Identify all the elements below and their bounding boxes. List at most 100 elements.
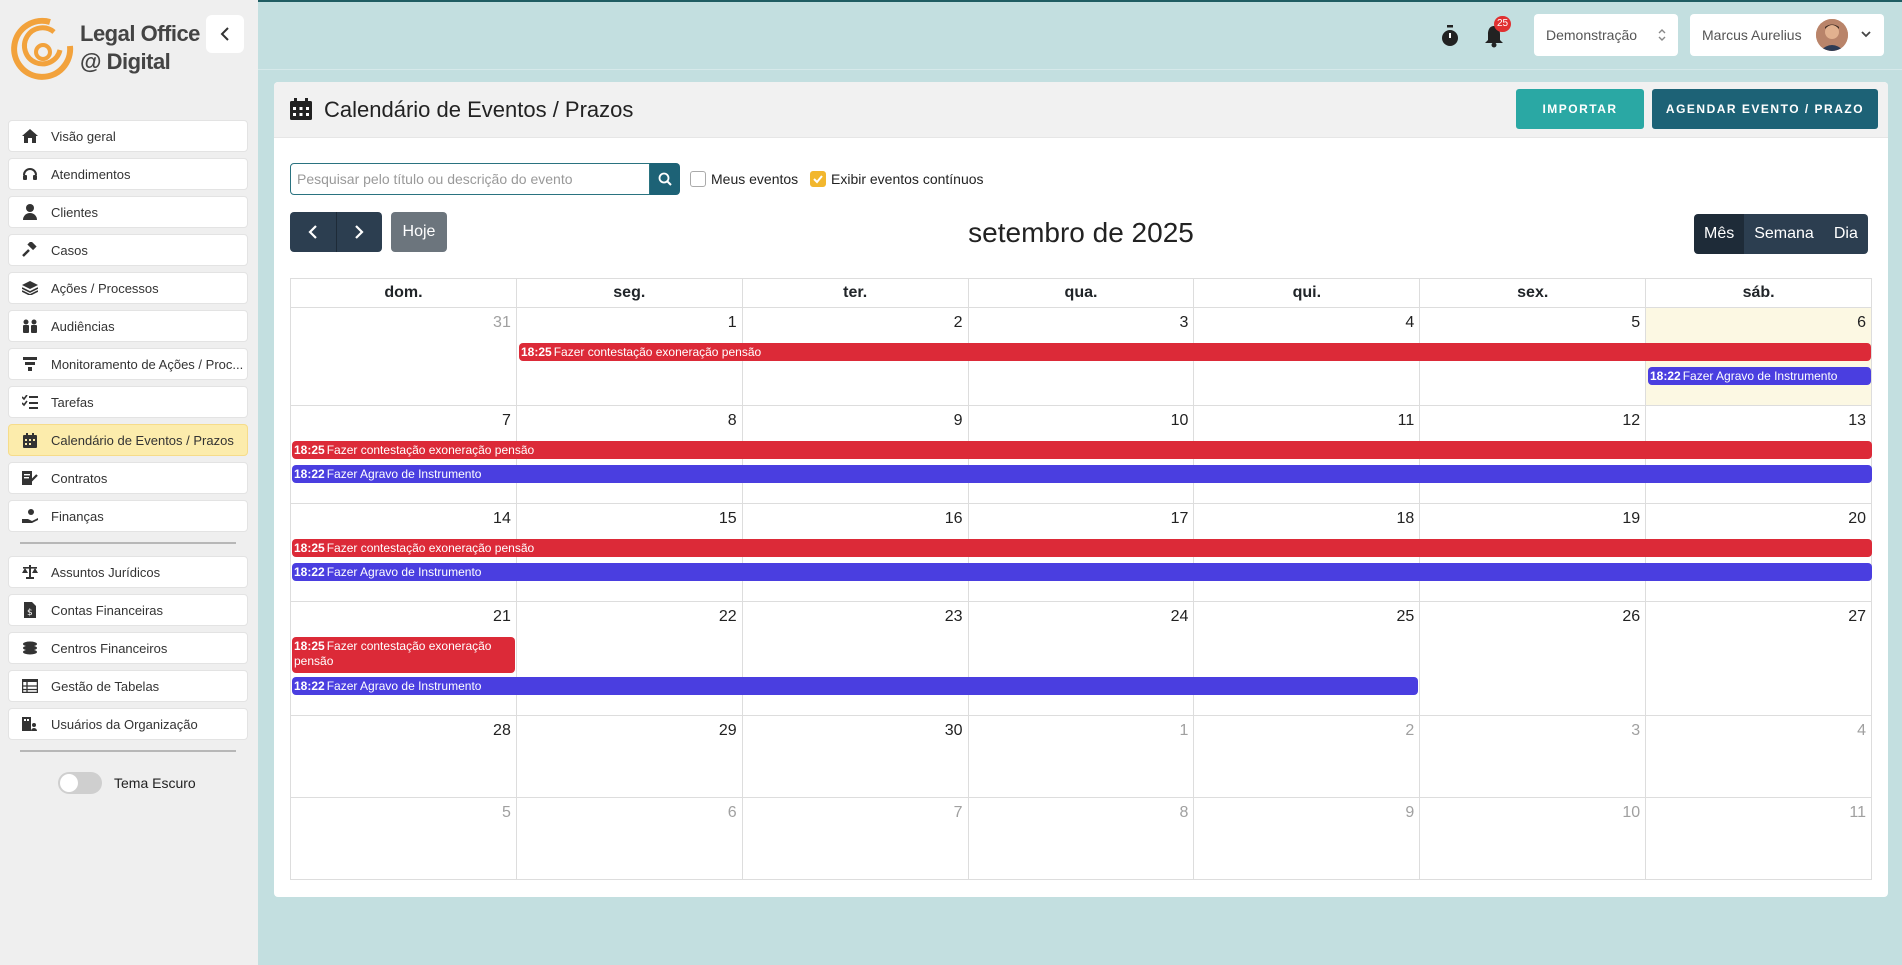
continuous-events-filter[interactable]: Exibir eventos contínuos bbox=[810, 171, 984, 187]
event-time: 18:22 bbox=[294, 467, 325, 481]
my-events-filter[interactable]: Meus eventos bbox=[690, 171, 798, 187]
weekday-label: qui. bbox=[1194, 279, 1421, 307]
sidebar-item-label: Tarefas bbox=[51, 394, 94, 410]
sidebar-item-gestao-tabelas[interactable]: Gestão de Tabelas bbox=[8, 670, 248, 702]
event-title: Fazer contestação exoneração pensão bbox=[553, 345, 762, 359]
sidebar-item-label: Calendário de Eventos / Prazos bbox=[51, 432, 234, 448]
event-bar[interactable]: 18:25 Fazer contestação exoneração pensão bbox=[292, 637, 515, 673]
calendar-day[interactable]: 4 bbox=[1646, 716, 1872, 798]
my-events-checkbox[interactable] bbox=[690, 171, 706, 187]
sidebar-item-financas[interactable]: Finanças bbox=[8, 500, 248, 532]
user-menu[interactable]: Marcus Aurelius bbox=[1690, 14, 1884, 56]
import-button[interactable]: IMPORTAR bbox=[1516, 89, 1644, 129]
search-input[interactable]: Pesquisar pelo título ou descrição do ev… bbox=[290, 163, 650, 195]
view-week-button[interactable]: Semana bbox=[1744, 214, 1824, 254]
sidebar-item-casos[interactable]: Casos bbox=[8, 234, 248, 266]
layers-icon bbox=[21, 280, 39, 296]
calendar-day[interactable]: 30 bbox=[742, 716, 969, 798]
event-bar[interactable]: 18:25 Fazer contestação exoneração pensão bbox=[519, 343, 1871, 361]
sidebar-nav: Visão geral Atendimentos Clientes Casos … bbox=[8, 120, 248, 764]
day-number: 27 bbox=[1848, 608, 1866, 625]
calendar-day[interactable]: 11 bbox=[1646, 798, 1872, 880]
calendar-day[interactable]: 27 bbox=[1646, 602, 1872, 716]
calendar-day[interactable]: 21 bbox=[291, 602, 517, 716]
collapse-sidebar-button[interactable] bbox=[206, 15, 244, 53]
event-title: Fazer Agravo de Instrumento bbox=[326, 467, 482, 481]
continuous-events-checkbox[interactable] bbox=[810, 171, 826, 187]
continuous-events-label: Exibir eventos contínuos bbox=[831, 171, 984, 187]
dark-theme-toggle[interactable]: Tema Escuro bbox=[58, 772, 196, 794]
weekday-label: seg. bbox=[517, 279, 743, 307]
day-number: 22 bbox=[718, 608, 737, 625]
gavel-icon bbox=[21, 242, 39, 258]
calendar-day[interactable]: 10 bbox=[1420, 798, 1647, 880]
calendar-day[interactable]: 9 bbox=[1194, 798, 1421, 880]
calendar-day[interactable]: 26 bbox=[1420, 602, 1647, 716]
stopwatch-icon[interactable] bbox=[1438, 24, 1462, 48]
sidebar-item-contas-financeiras[interactable]: $ Contas Financeiras bbox=[8, 594, 248, 626]
file-dollar-icon: $ bbox=[21, 602, 39, 618]
next-month-button[interactable] bbox=[337, 212, 383, 252]
sidebar-item-visao-geral[interactable]: Visão geral bbox=[8, 120, 248, 152]
search-button[interactable] bbox=[650, 163, 680, 195]
day-number: 9 bbox=[953, 412, 963, 429]
weekday-label: dom. bbox=[291, 279, 517, 307]
calendar-day[interactable]: 31 bbox=[291, 308, 517, 406]
sidebar-item-usuarios-organizacao[interactable]: Usuários da Organização bbox=[8, 708, 248, 740]
chevron-right-icon bbox=[355, 225, 364, 239]
sidebar-item-monitoramento[interactable]: Monitoramento de Ações / Proc... bbox=[8, 348, 248, 380]
view-month-button[interactable]: Mês bbox=[1694, 214, 1745, 254]
calendar-day[interactable]: 23 bbox=[742, 602, 969, 716]
calendar-day[interactable]: 25 bbox=[1194, 602, 1421, 716]
calendar-day[interactable]: 24 bbox=[968, 602, 1195, 716]
event-title: Fazer Agravo de Instrumento bbox=[326, 565, 482, 579]
organization-select[interactable]: Demonstração bbox=[1534, 14, 1678, 56]
sidebar-item-audiencias[interactable]: Audiências bbox=[8, 310, 248, 342]
prev-month-button[interactable] bbox=[290, 212, 337, 252]
day-number: 1 bbox=[727, 314, 737, 331]
svg-text:$: $ bbox=[27, 608, 33, 618]
sidebar-item-label: Contas Financeiras bbox=[51, 602, 163, 618]
day-number: 11 bbox=[1849, 804, 1866, 821]
calendar-day[interactable]: 28 bbox=[291, 716, 517, 798]
dark-theme-switch[interactable] bbox=[58, 772, 102, 794]
weekday-label: ter. bbox=[743, 279, 969, 307]
sidebar-item-centros-financeiros[interactable]: Centros Financeiros bbox=[8, 632, 248, 664]
day-number: 3 bbox=[1631, 722, 1641, 739]
sidebar-item-assuntos-juridicos[interactable]: Assuntos Jurídicos bbox=[8, 556, 248, 588]
schedule-event-button[interactable]: AGENDAR EVENTO / PRAZO bbox=[1652, 89, 1878, 129]
sidebar-item-clientes[interactable]: Clientes bbox=[8, 196, 248, 228]
event-bar[interactable]: 18:25 Fazer contestação exoneração pensão bbox=[292, 539, 1872, 557]
view-day-button[interactable]: Dia bbox=[1823, 214, 1868, 254]
day-number: 30 bbox=[944, 722, 963, 739]
check-icon bbox=[813, 175, 823, 184]
sidebar-item-contratos[interactable]: Contratos bbox=[8, 462, 248, 494]
event-bar[interactable]: 18:25 Fazer contestação exoneração pensão bbox=[292, 441, 1872, 459]
calendar-day[interactable]: 2 bbox=[1194, 716, 1421, 798]
today-button[interactable]: Hoje bbox=[391, 212, 447, 252]
calendar-week: 5 6 7 8 9 10 11 bbox=[290, 798, 1872, 880]
event-time: 18:22 bbox=[294, 565, 325, 579]
calendar-day[interactable]: 29 bbox=[516, 716, 743, 798]
calendar-day[interactable]: 22 bbox=[516, 602, 743, 716]
view-switcher: Mês Semana Dia bbox=[1694, 214, 1868, 254]
event-bar[interactable]: 18:22 Fazer Agravo de Instrumento bbox=[292, 563, 1872, 581]
event-bar[interactable]: 18:22 Fazer Agravo de Instrumento bbox=[1648, 367, 1871, 385]
calendar-day[interactable]: 3 bbox=[1420, 716, 1647, 798]
calendar-day[interactable]: 6 bbox=[516, 798, 743, 880]
calendar-day[interactable]: 5 bbox=[291, 798, 517, 880]
my-events-label: Meus eventos bbox=[711, 171, 799, 187]
sidebar-item-calendario[interactable]: Calendário de Eventos / Prazos bbox=[8, 424, 248, 456]
event-bar[interactable]: 18:22 Fazer Agravo de Instrumento bbox=[292, 465, 1872, 483]
calendar-nav-group bbox=[290, 212, 382, 252]
calendar-day[interactable]: 8 bbox=[968, 798, 1195, 880]
sidebar-item-acoes-processos[interactable]: Ações / Processos bbox=[8, 272, 248, 304]
sidebar-item-tarefas[interactable]: Tarefas bbox=[8, 386, 248, 418]
calendar-day[interactable]: 7 bbox=[742, 798, 969, 880]
app-logo[interactable]: Legal Office @ Digital bbox=[10, 16, 200, 86]
event-bar[interactable]: 18:22 Fazer Agravo de Instrumento bbox=[292, 677, 1418, 695]
calendar-day[interactable]: 1 bbox=[968, 716, 1195, 798]
day-number: 6 bbox=[1857, 314, 1866, 331]
sidebar-item-atendimentos[interactable]: Atendimentos bbox=[8, 158, 248, 190]
table-icon bbox=[21, 678, 39, 694]
